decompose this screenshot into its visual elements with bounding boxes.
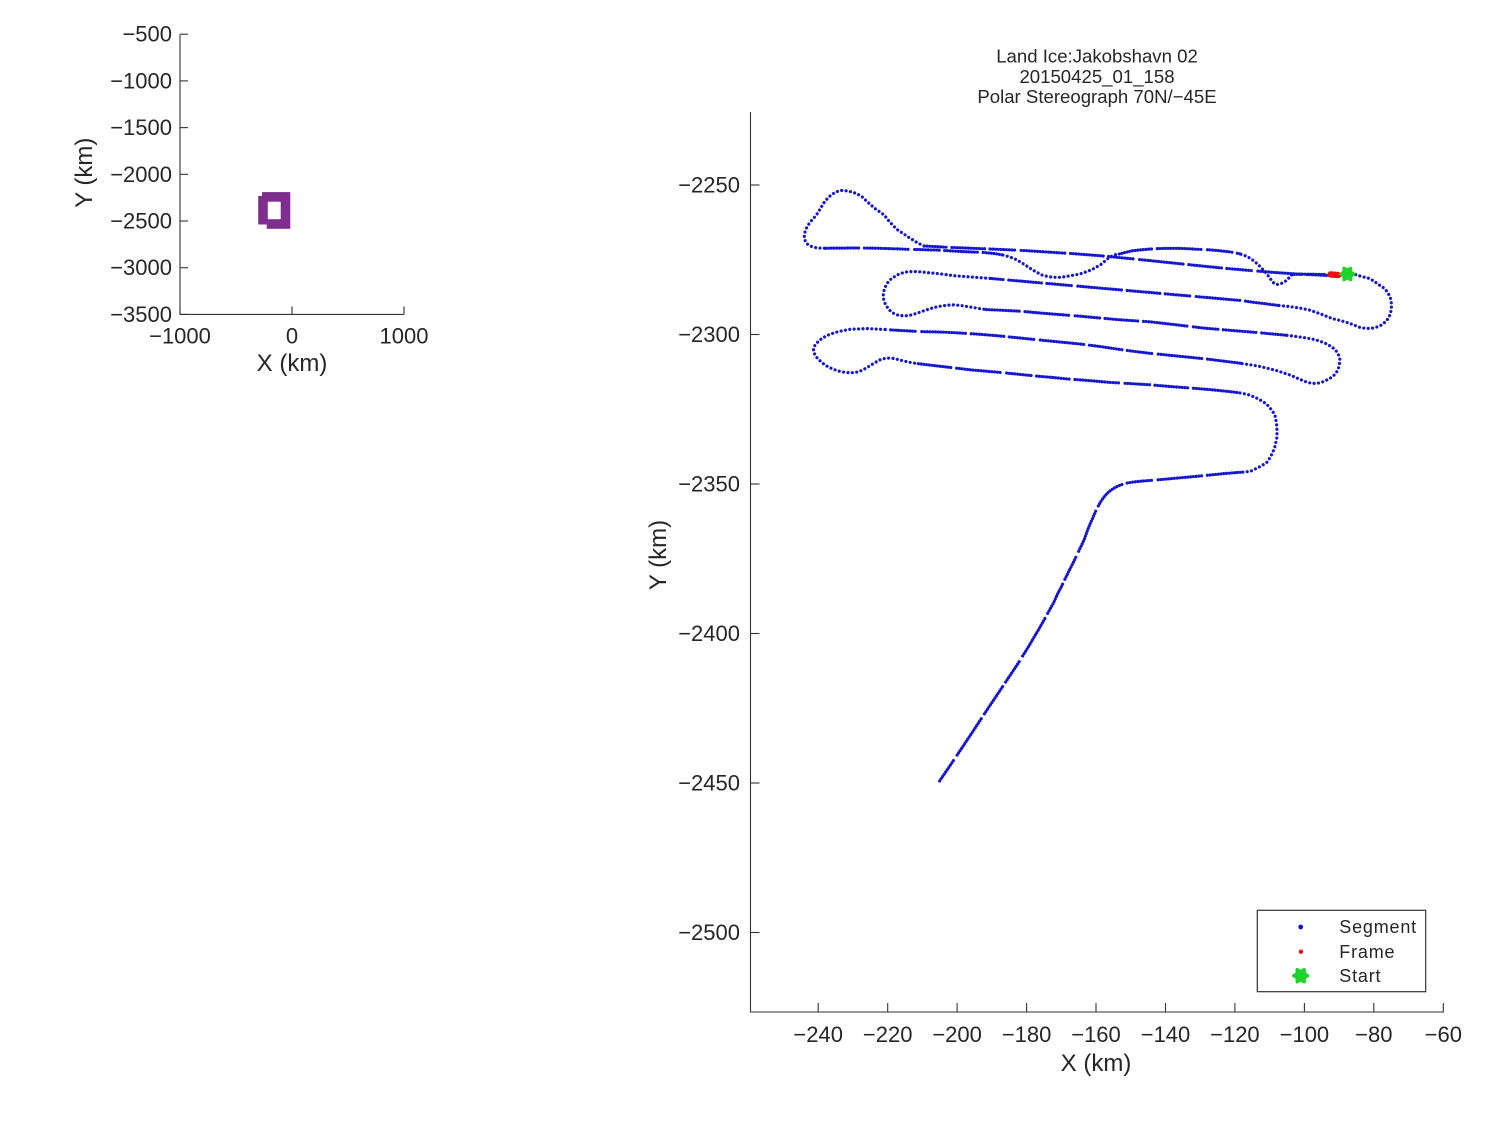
svg-text:−60: −60 <box>1425 1022 1462 1047</box>
svg-text:−80: −80 <box>1355 1022 1392 1047</box>
svg-text:−160: −160 <box>1071 1022 1121 1047</box>
svg-text:Segment: Segment <box>1339 917 1417 937</box>
svg-text:−3500: −3500 <box>110 302 172 327</box>
svg-text:−2300: −2300 <box>678 322 740 347</box>
svg-text:−2000: −2000 <box>110 162 172 187</box>
svg-text:Frame: Frame <box>1339 942 1395 962</box>
svg-text:0: 0 <box>286 324 298 349</box>
svg-text:−2500: −2500 <box>678 920 740 945</box>
svg-text:Y (km): Y (km) <box>71 138 98 208</box>
svg-text:−100: −100 <box>1280 1022 1330 1047</box>
svg-text:−180: −180 <box>1002 1022 1052 1047</box>
svg-text:−3000: −3000 <box>110 255 172 280</box>
svg-text:−1500: −1500 <box>110 115 172 140</box>
svg-text:X (km): X (km) <box>257 350 328 377</box>
svg-text:−240: −240 <box>793 1022 843 1047</box>
svg-text:−2450: −2450 <box>678 771 740 796</box>
svg-text:−1000: −1000 <box>110 68 172 93</box>
svg-text:−2350: −2350 <box>678 472 740 497</box>
svg-text:Y (km): Y (km) <box>645 520 672 590</box>
svg-text:Start: Start <box>1339 966 1381 986</box>
svg-text:20150425_01_158: 20150425_01_158 <box>1019 66 1174 88</box>
svg-text:−2250: −2250 <box>678 173 740 198</box>
svg-text:−140: −140 <box>1141 1022 1191 1047</box>
svg-text:−220: −220 <box>863 1022 913 1047</box>
svg-text:−500: −500 <box>122 22 172 47</box>
svg-text:−200: −200 <box>932 1022 982 1047</box>
svg-text:−2500: −2500 <box>110 209 172 234</box>
svg-text:Polar Stereograph 70N/−45E: Polar Stereograph 70N/−45E <box>977 86 1216 107</box>
svg-text:X (km): X (km) <box>1061 1050 1132 1077</box>
svg-text:1000: 1000 <box>380 324 429 349</box>
svg-text:−1000: −1000 <box>149 324 211 349</box>
svg-text:Land Ice:Jakobshavn 02: Land Ice:Jakobshavn 02 <box>996 46 1198 67</box>
svg-text:−2400: −2400 <box>678 621 740 646</box>
svg-text:−120: −120 <box>1210 1022 1260 1047</box>
